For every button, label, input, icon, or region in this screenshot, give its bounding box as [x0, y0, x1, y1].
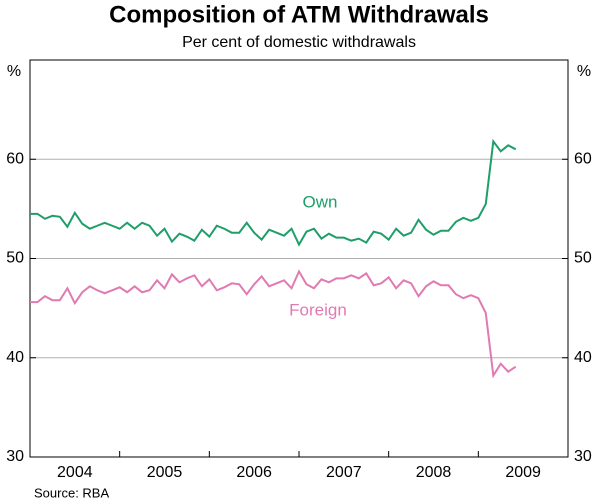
- y-tick-label: 30: [6, 448, 24, 465]
- series-label: Own: [303, 192, 338, 211]
- y-tick-label: 60: [574, 150, 592, 167]
- series-label: Foreign: [289, 300, 347, 319]
- y-unit-right: %: [577, 63, 591, 80]
- plot-frame: [29, 59, 569, 458]
- y-tick-label: 30: [574, 448, 592, 465]
- x-tick-label: 2004: [57, 464, 93, 481]
- x-tick-label: 2007: [326, 464, 362, 481]
- y-tick-label: 40: [6, 349, 24, 366]
- series-line: [30, 138, 517, 247]
- y-tick-label: 50: [574, 250, 592, 267]
- y-tick-label: 50: [6, 250, 24, 267]
- x-tick-label: 2008: [416, 464, 452, 481]
- source: Source: RBA: [34, 485, 109, 500]
- y-tick-label: 40: [574, 349, 592, 366]
- y-tick-label: 60: [6, 150, 24, 167]
- chart-subtitle: Per cent of domestic withdrawals: [182, 34, 416, 51]
- x-tick-label: 2009: [505, 464, 541, 481]
- x-tick-label: 2005: [147, 464, 183, 481]
- series-line: [30, 269, 517, 379]
- x-tick-label: 2006: [236, 464, 272, 481]
- y-unit-left: %: [7, 63, 21, 80]
- chart-title: Composition of ATM Withdrawals: [109, 1, 489, 28]
